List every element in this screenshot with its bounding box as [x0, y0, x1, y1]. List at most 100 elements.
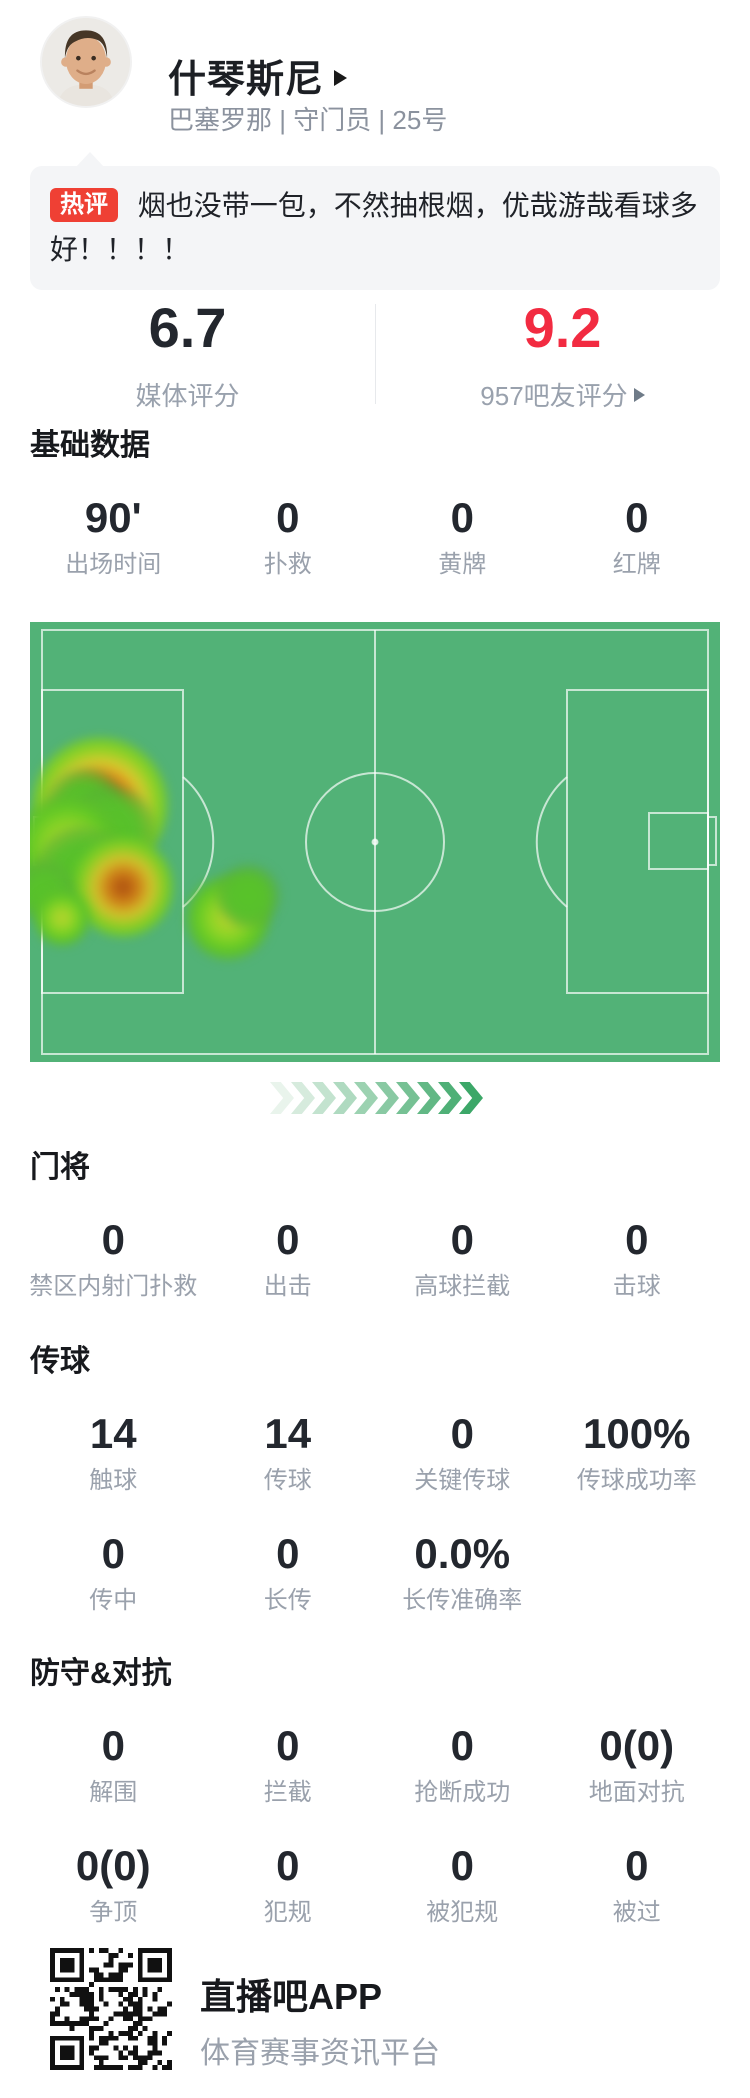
stat-row: 90' 出场时间 0 扑救 0 黄牌 0 红牌: [26, 494, 724, 580]
stat-cell: 14 传球: [201, 1410, 376, 1496]
section-defense: 防守&对抗 0 解围 0 拦截 0 抢断成功 0(0) 地面对抗 0(0) 争顶 0 犯规 0 被犯规 0 被…: [0, 1656, 750, 1928]
stat-value: 90': [84, 494, 142, 541]
stat-label: 触球: [89, 1467, 138, 1494]
hot-comment-text: 烟也没带一包，不然抽根烟，优哉游哉看球多好！！！！: [50, 190, 698, 265]
section-title: 门将: [30, 1151, 90, 1184]
stat-value: 0: [450, 1216, 474, 1263]
heatmap-pitch: [30, 622, 720, 1062]
qr-code: [50, 1948, 172, 2070]
stat-value: 0: [276, 494, 300, 541]
stat-value: 0: [625, 494, 649, 541]
stat-cell: 0 红牌: [550, 494, 725, 580]
stat-cell: 14 触球: [26, 1410, 201, 1496]
stat-cell: 0 扑救: [201, 494, 376, 580]
stat-cell: 0(0) 地面对抗: [550, 1722, 725, 1808]
fans-rating-value: 9.2: [523, 296, 602, 359]
stat-cell: 0 击球: [550, 1216, 725, 1302]
stat-value: 0: [276, 1722, 300, 1769]
stat-value: 0(0): [75, 1842, 151, 1889]
stat-cell: 0 关键传球: [375, 1410, 550, 1496]
stat-label: 禁区内射门扑救: [29, 1273, 198, 1300]
stat-label: 被犯规: [426, 1899, 499, 1926]
stat-value: 0: [625, 1842, 649, 1889]
chevron-arrow-icon: [375, 1082, 399, 1114]
stat-rows: 90' 出场时间 0 扑救 0 黄牌 0 红牌: [26, 494, 724, 580]
stat-value: 0: [276, 1842, 300, 1889]
chevron-arrow-icon: [291, 1082, 315, 1114]
chevron-divider: [0, 1082, 750, 1114]
stat-row: 0(0) 争顶 0 犯规 0 被犯规 0 被过: [26, 1842, 724, 1928]
chevron-arrow-icon: [270, 1082, 294, 1114]
stat-value: 0: [450, 494, 474, 541]
stat-row: 0 禁区内射门扑救 0 出击 0 高球拦截 0 击球: [26, 1216, 724, 1302]
stat-value: 0.0%: [414, 1530, 511, 1577]
stat-value: 14: [89, 1410, 137, 1457]
hot-comment-badge: 热评: [50, 188, 118, 222]
fans-rating[interactable]: 9.2 957吧友评分: [375, 300, 750, 413]
stat-label: 击球: [612, 1273, 661, 1300]
stat-rows: 0 解围 0 拦截 0 抢断成功 0(0) 地面对抗 0(0) 争顶 0 犯规 0 被犯规 0 被过: [26, 1722, 724, 1928]
stat-cell: 0 禁区内射门扑救: [26, 1216, 201, 1302]
stat-value: 0: [625, 1216, 649, 1263]
stat-value: 0: [101, 1216, 125, 1263]
stat-cell: 0 传中: [26, 1530, 201, 1616]
stat-label: 传中: [89, 1587, 138, 1614]
stat-value: 0: [450, 1842, 474, 1889]
media-rating-label: 媒体评分: [135, 381, 240, 411]
arrow-right-icon: [633, 387, 645, 402]
section-title: 传球: [30, 1345, 90, 1378]
stat-label: 长传: [263, 1587, 312, 1614]
section-title: 基础数据: [30, 429, 150, 462]
stat-label: 高球拦截: [414, 1273, 511, 1300]
stat-row: 0 传中 0 长传 0.0% 长传准确率: [26, 1530, 724, 1616]
stat-cell: 0 长传: [201, 1530, 376, 1616]
stat-cell: 0 抢断成功: [375, 1722, 550, 1808]
section-passing: 传球 14 触球 14 传球 0 关键传球 100% 传球成功率 0 传中 0 长传 0.0% 长传准确率: [0, 1344, 750, 1616]
stat-value: 0: [276, 1530, 300, 1577]
stat-cell: 0 出击: [201, 1216, 376, 1302]
stat-label: 拦截: [263, 1779, 312, 1806]
chevron-arrow-icon: [396, 1082, 420, 1114]
stat-rows: 0 禁区内射门扑救 0 出击 0 高球拦截 0 击球: [26, 1216, 724, 1302]
stat-label: 争顶: [89, 1899, 138, 1926]
stat-label: 出击: [263, 1273, 312, 1300]
hot-comment-text-wrap: 热评 烟也没带一包，不然抽根烟，优哉游哉看球多好！！！！: [50, 184, 700, 272]
media-rating-value: 6.7: [148, 296, 227, 359]
player-name-link[interactable]: 什琴斯尼: [168, 48, 348, 103]
stat-cell: 0 黄牌: [375, 494, 550, 580]
section-title: 防守&对抗: [30, 1657, 172, 1690]
hot-comment-bubble[interactable]: 热评 烟也没带一包，不然抽根烟，优哉游哉看球多好！！！！: [30, 152, 720, 290]
stat-label: 被过: [612, 1899, 661, 1926]
chevron-arrow-icon: [417, 1082, 441, 1114]
stat-cell: 100% 传球成功率: [550, 1410, 725, 1496]
stat-value: 0(0): [599, 1722, 675, 1769]
stat-row: 14 触球 14 传球 0 关键传球 100% 传球成功率: [26, 1410, 724, 1496]
fans-rating-label[interactable]: 957吧友评分: [375, 376, 750, 413]
stat-cell: 0.0% 长传准确率: [375, 1530, 550, 1616]
player-avatar[interactable]: [40, 16, 132, 108]
ratings-row: 6.7 媒体评分 9.2 957吧友评分: [0, 300, 750, 413]
app-slogan: 体育赛事资讯平台: [200, 2037, 440, 2070]
stat-cell: 0(0) 争顶: [26, 1842, 201, 1928]
stat-label: 犯规: [263, 1899, 312, 1926]
stat-label: 出场时间: [65, 551, 162, 578]
heat-blob: [216, 864, 280, 928]
chevron-arrow-icon: [312, 1082, 336, 1114]
app-name: 直播吧APP: [200, 1976, 383, 2017]
chevron-arrow-icon: [354, 1082, 378, 1114]
heat-blob: [34, 890, 90, 946]
stat-label: 长传准确率: [402, 1587, 523, 1614]
stat-label: 传球: [263, 1467, 312, 1494]
ratings-divider: [375, 304, 376, 404]
player-portrait: [42, 18, 130, 106]
stat-value: 0: [450, 1410, 474, 1457]
stat-label: 关键传球: [414, 1467, 511, 1494]
stat-row: 0 解围 0 拦截 0 抢断成功 0(0) 地面对抗: [26, 1722, 724, 1808]
stat-cell: 0 拦截: [201, 1722, 376, 1808]
stat-label: 黄牌: [438, 551, 487, 578]
stat-label: 解围: [89, 1779, 138, 1806]
stat-rows: 14 触球 14 传球 0 关键传球 100% 传球成功率 0 传中 0 长传 0.0% 长传准确率: [26, 1410, 724, 1616]
player-subtitle: 巴塞罗那 | 守门员 | 25号: [168, 105, 448, 135]
stat-cell: 0 被过: [550, 1842, 725, 1928]
